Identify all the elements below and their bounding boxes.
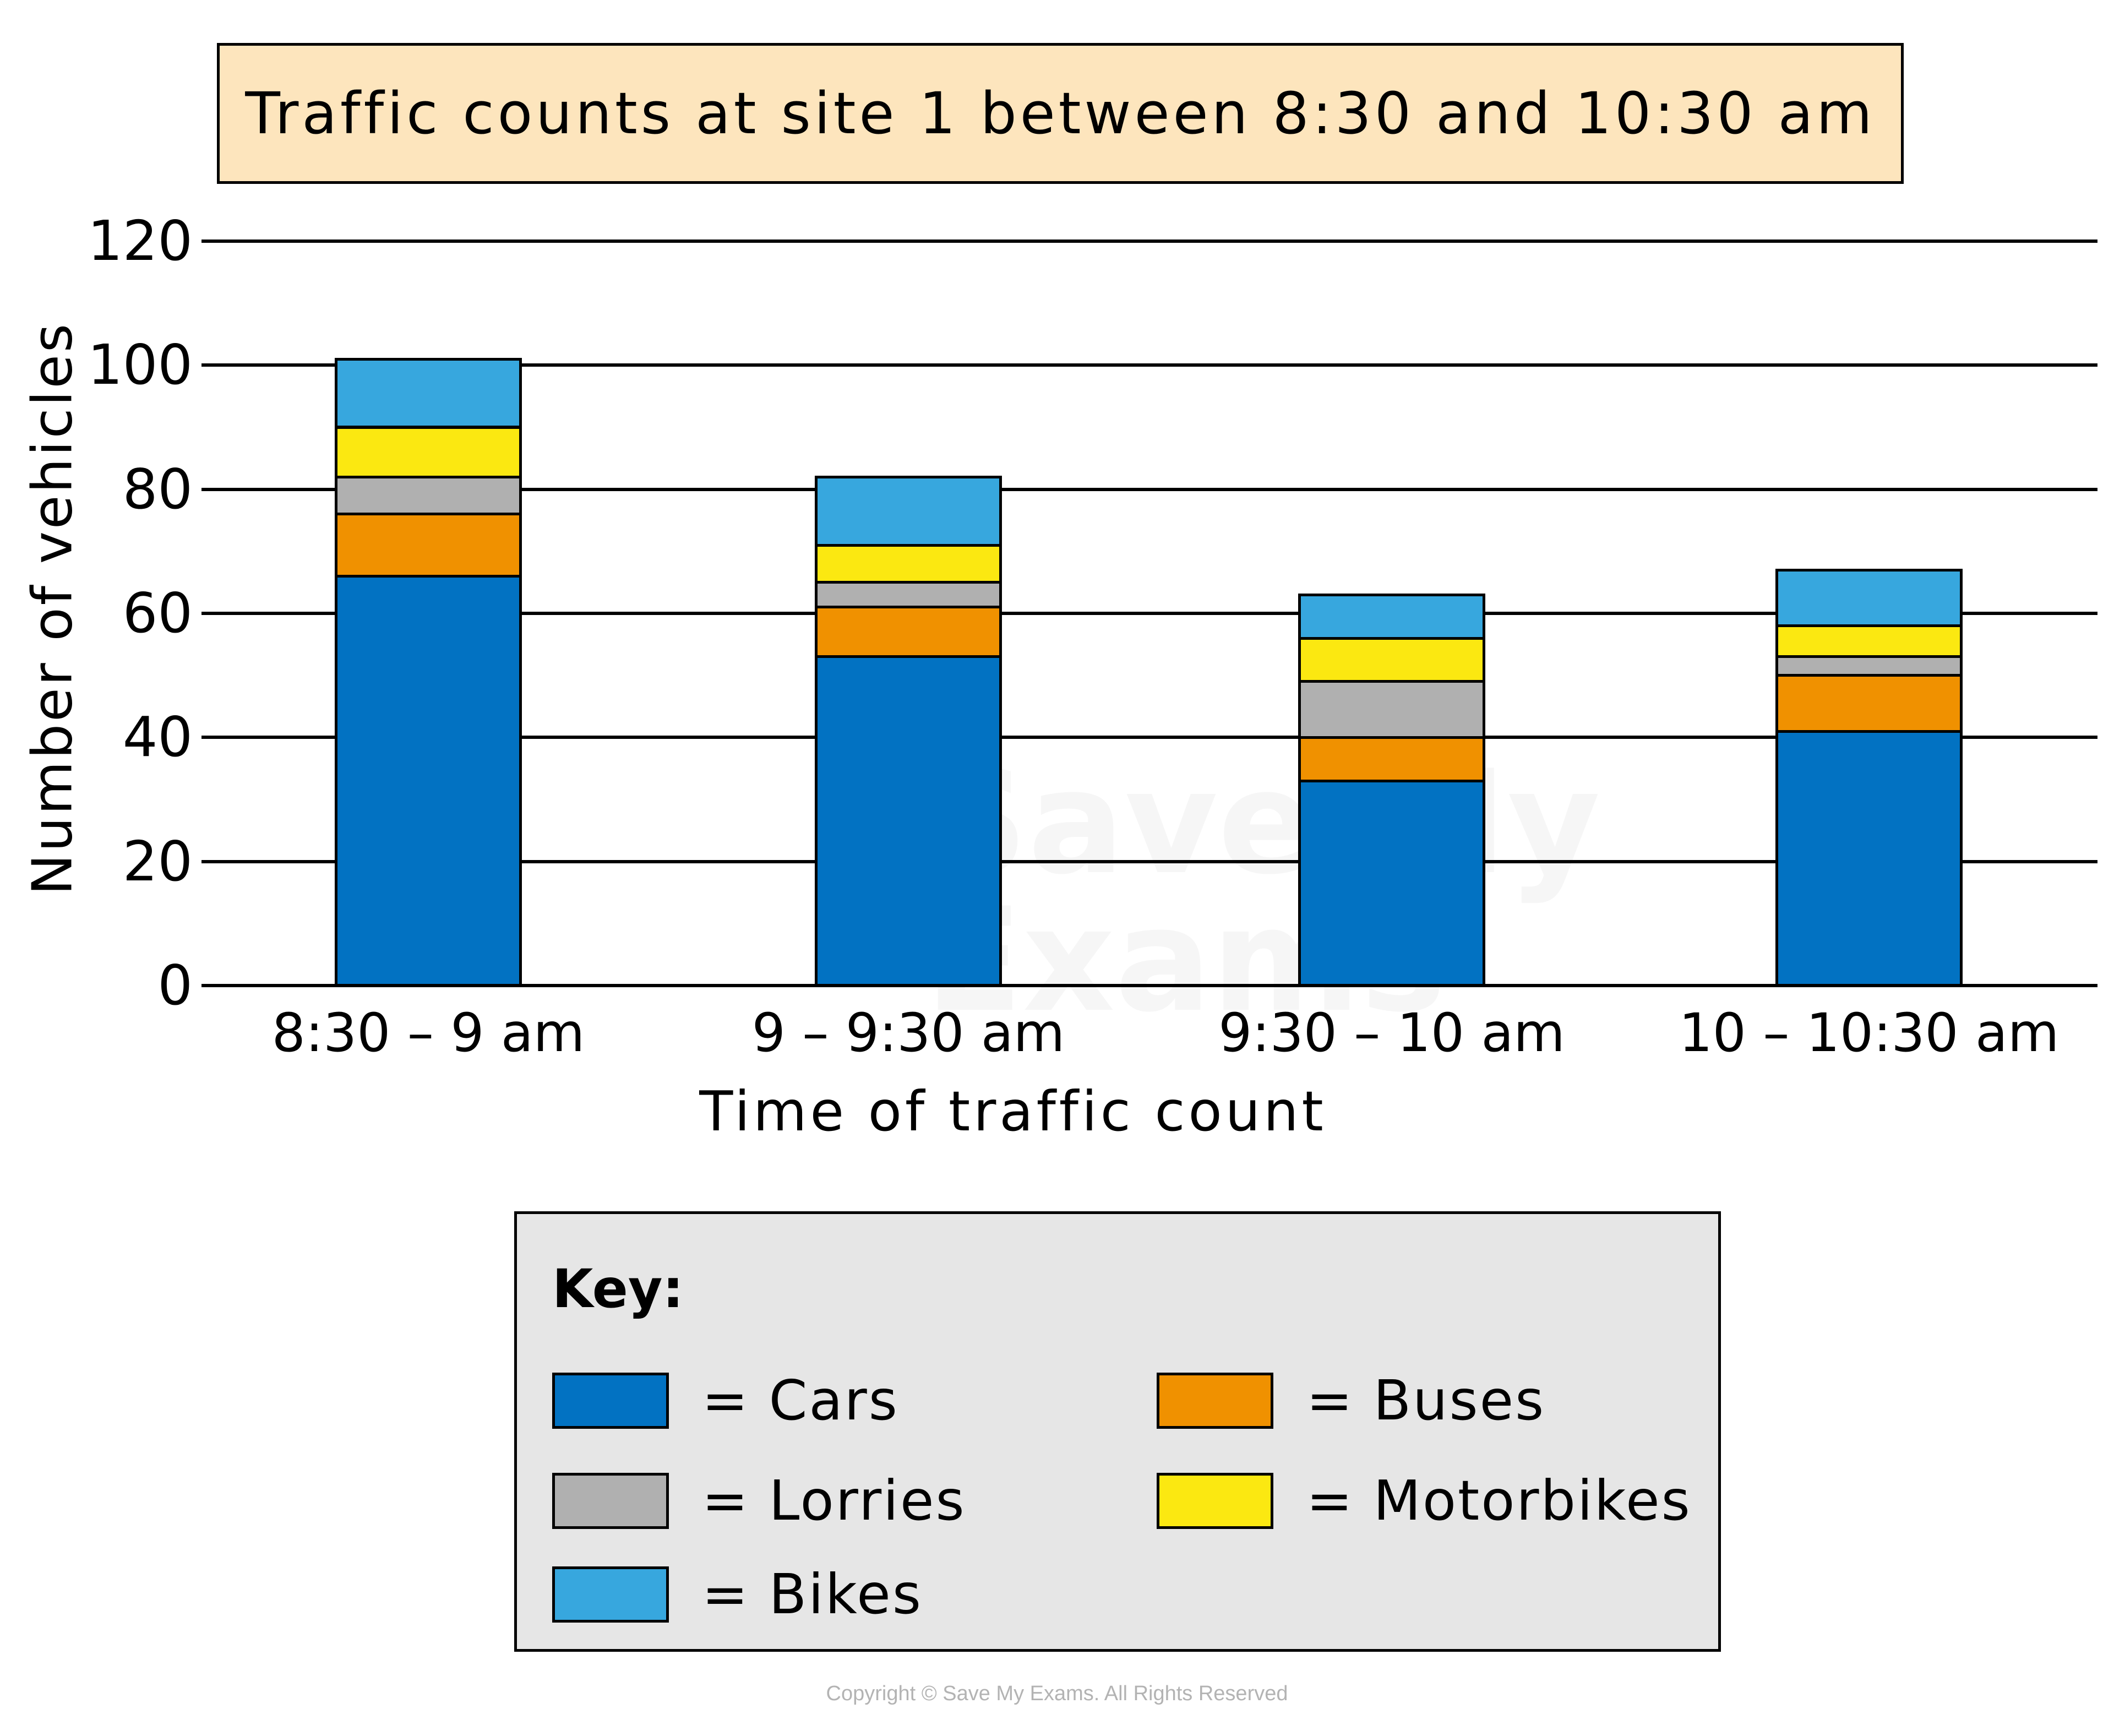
bar-segment-buses: [335, 513, 522, 578]
bar-segment-bikes: [335, 357, 522, 429]
gridline: [201, 736, 2097, 739]
legend-item-lorries: = Lorries: [552, 1468, 966, 1533]
legend-item-bikes: = Bikes: [552, 1562, 923, 1626]
bar-segment-lorries: [815, 581, 1002, 609]
stacked-bar: [1775, 0, 1963, 1211]
y-axis-label-text: Number of vehicles: [20, 322, 85, 895]
chart-title: Traffic counts at site 1 between 8:30 an…: [245, 80, 1876, 147]
bar-segment-lorries: [335, 475, 522, 516]
legend-label: = Buses: [1306, 1368, 1546, 1433]
gridline: [201, 984, 2097, 987]
y-tick-label: 80: [122, 456, 193, 521]
bar-segment-buses: [1298, 736, 1485, 782]
y-tick-label: 40: [122, 705, 193, 770]
bar-segment-bikes: [1775, 568, 1963, 628]
bar-segment-bikes: [815, 475, 1002, 547]
watermark-line1: Save My: [925, 754, 1600, 892]
gridline: [201, 487, 2097, 491]
bar-segment-cars: [1298, 779, 1485, 987]
gridline: [201, 859, 2097, 863]
stacked-bar: [335, 0, 522, 1211]
legend-title: Key:: [552, 1258, 684, 1320]
bar-segment-lorries: [1775, 655, 1963, 677]
swatch-lorries: [552, 1472, 669, 1529]
stacked-bar: [815, 0, 1002, 1211]
copyright-footer: Copyright © Save My Exams. All Rights Re…: [826, 1682, 1288, 1705]
legend-item-cars: = Cars: [552, 1368, 899, 1433]
bar-segment-buses: [815, 606, 1002, 659]
swatch-bikes: [552, 1566, 669, 1623]
legend-label: = Motorbikes: [1306, 1468, 1692, 1533]
chart-title-box: Traffic counts at site 1 between 8:30 an…: [217, 43, 1904, 184]
bar-segment-motorbikes: [1775, 624, 1963, 659]
legend-label: = Cars: [702, 1368, 899, 1433]
stacked-bar: [1298, 0, 1485, 1211]
x-tick-label: 9 – 9:30 am: [751, 1002, 1065, 1064]
swatch-buses: [1157, 1372, 1273, 1429]
bar-segment-motorbikes: [1298, 636, 1485, 683]
y-tick-label: 20: [122, 829, 193, 894]
x-tick-label: 9:30 – 10 am: [1218, 1002, 1565, 1064]
swatch-cars: [552, 1372, 669, 1429]
legend: Key: = Cars = Buses = Lorries = Motorbik…: [514, 1211, 1721, 1652]
watermark: Save My Exams: [925, 754, 1600, 1030]
legend-item-motorbikes: = Motorbikes: [1157, 1468, 1692, 1533]
legend-item-buses: = Buses: [1157, 1368, 1545, 1433]
bar-segment-cars: [815, 655, 1002, 987]
gridline: [201, 363, 2097, 367]
y-axis-label: Number of vehicles: [20, 322, 85, 895]
y-tick-label: 60: [122, 581, 193, 645]
bar-segment-lorries: [1298, 680, 1485, 739]
x-tick-label: 8:30 – 9 am: [271, 1002, 585, 1064]
legend-label: = Bikes: [702, 1562, 923, 1626]
x-axis-label: Time of traffic count: [0, 1079, 2114, 1144]
gridline: [201, 612, 2097, 615]
y-tick-label: 120: [88, 209, 193, 273]
bar-segment-buses: [1775, 674, 1963, 733]
bar-segment-motorbikes: [815, 543, 1002, 584]
gridline: [201, 240, 2097, 243]
bar-segment-cars: [1775, 730, 1963, 987]
swatch-motorbikes: [1157, 1472, 1273, 1529]
legend-label: = Lorries: [702, 1468, 966, 1533]
bar-segment-bikes: [1298, 593, 1485, 640]
bar-segment-motorbikes: [335, 426, 522, 478]
plot-area: Save My Exams Number of vehicles 0 20 40 60…: [20, 0, 2097, 1211]
y-tick-label: 100: [88, 333, 193, 398]
x-tick-label: 10 – 10:30 am: [1679, 1002, 2059, 1064]
bar-segment-cars: [335, 574, 522, 987]
x-axis-label-text: Time of traffic count: [699, 1079, 1327, 1144]
y-tick-label: 0: [157, 953, 193, 1017]
